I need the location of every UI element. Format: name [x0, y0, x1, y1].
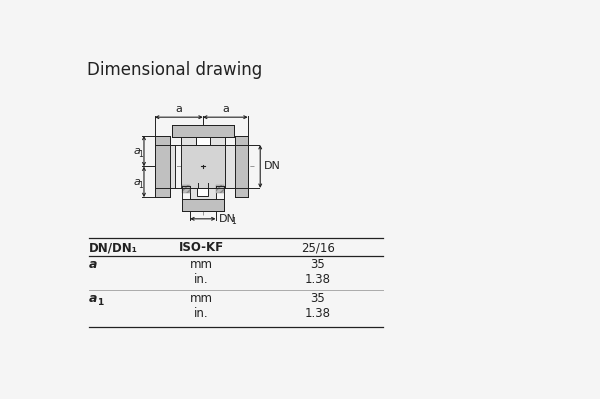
Bar [190, 188, 215, 199]
Text: a: a [89, 292, 97, 305]
Text: a: a [134, 177, 141, 187]
Bar [197, 188, 208, 196]
Text: a: a [134, 146, 141, 156]
Bar [196, 137, 210, 145]
Bar [181, 137, 196, 145]
Bar [181, 145, 224, 188]
Text: in.: in. [194, 273, 209, 286]
Text: mm: mm [190, 258, 213, 271]
Bar [182, 199, 224, 211]
Text: 25/16: 25/16 [301, 241, 335, 254]
Text: 1: 1 [231, 217, 236, 226]
Text: mm: mm [190, 292, 213, 305]
Bar [235, 136, 248, 197]
Text: 1: 1 [139, 150, 143, 160]
Text: 1: 1 [139, 181, 143, 190]
Text: 1: 1 [97, 298, 103, 307]
Text: DN: DN [264, 162, 281, 172]
Text: a: a [175, 104, 182, 114]
Bar [210, 137, 224, 145]
Text: 1.38: 1.38 [305, 307, 331, 320]
Bar [224, 145, 235, 188]
Bar [182, 185, 190, 193]
Text: a: a [222, 104, 229, 114]
Text: Dimensional drawing: Dimensional drawing [86, 61, 262, 79]
Text: 1.38: 1.38 [305, 273, 331, 286]
Bar [172, 125, 234, 137]
Text: 35: 35 [310, 258, 325, 271]
Text: DN/DN₁: DN/DN₁ [89, 241, 138, 254]
Text: DN: DN [219, 214, 236, 224]
Text: a: a [89, 258, 97, 271]
Bar [155, 136, 170, 197]
Bar [164, 145, 175, 188]
Bar [215, 185, 224, 193]
Text: ISO-KF: ISO-KF [179, 241, 224, 254]
Text: 35: 35 [310, 292, 325, 305]
Text: in.: in. [194, 307, 209, 320]
